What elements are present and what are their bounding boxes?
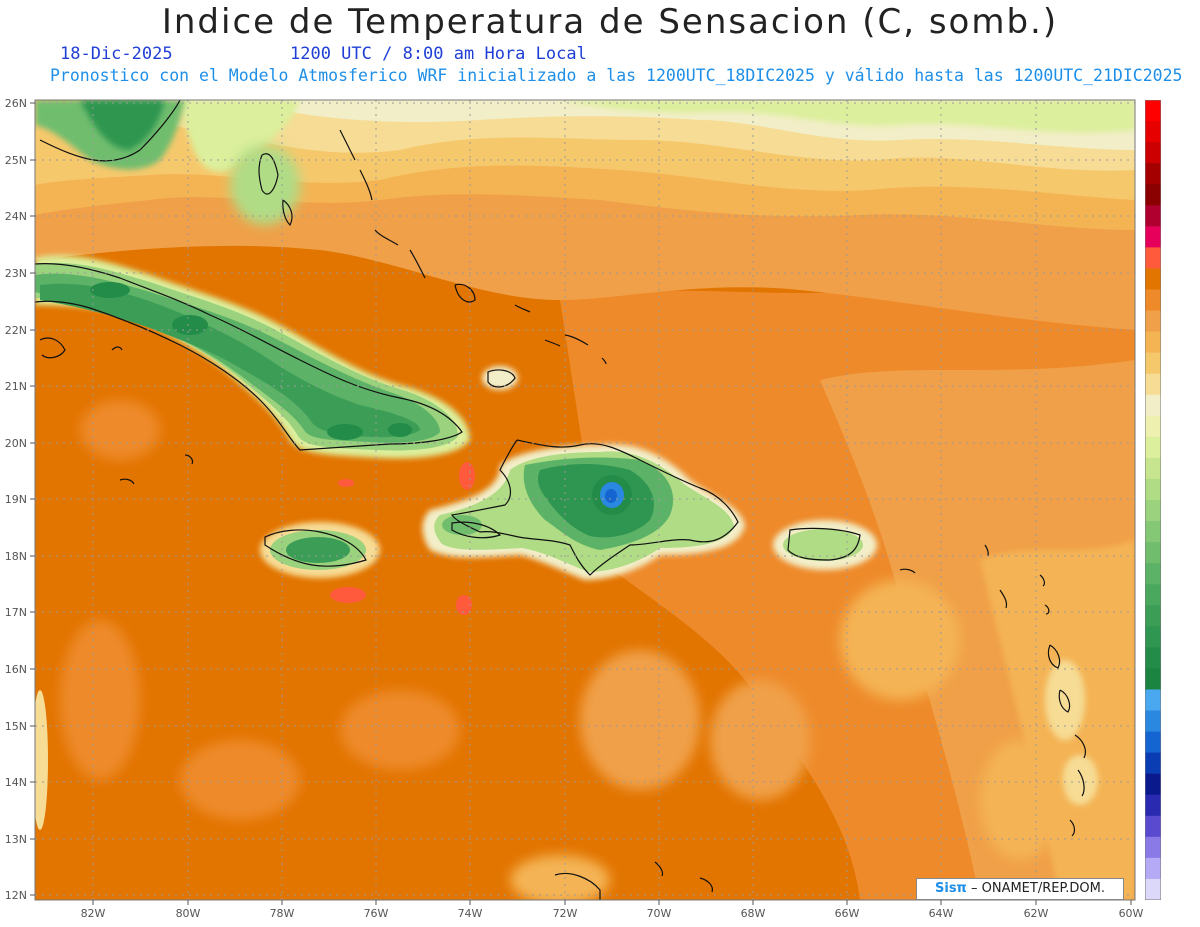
temperature-field <box>35 100 1135 900</box>
colorbar-swatch <box>1145 773 1161 796</box>
colorbar-swatch <box>1145 689 1161 712</box>
colorbar-swatch <box>1145 373 1161 396</box>
colorbar-swatch <box>1145 163 1161 185</box>
lat-label: 12N <box>5 889 27 902</box>
colorbar-swatch <box>1145 247 1161 269</box>
colorbar-swatch <box>1145 857 1161 880</box>
lon-label: 68W <box>741 907 766 920</box>
colorbar-swatch <box>1145 478 1161 501</box>
colorbar-swatch <box>1145 100 1161 122</box>
colorbar-swatch <box>1145 815 1161 838</box>
colorbar-swatch <box>1145 878 1161 900</box>
map-title: Indice de Temperatura de Sensacion (C, s… <box>161 2 1059 42</box>
colorbar-swatch <box>1145 584 1161 606</box>
colorbar-swatch <box>1145 710 1161 733</box>
colorbar-swatch <box>1145 394 1161 417</box>
lon-label: 62W <box>1024 907 1049 920</box>
colorbar-swatch <box>1145 521 1161 543</box>
colorbar-swatch <box>1145 731 1161 754</box>
lat-label: 24N <box>5 210 27 223</box>
model-description: Pronostico con el Modelo Atmosferico WRF… <box>50 66 1183 85</box>
lon-label: 66W <box>835 907 860 920</box>
forecast-time: 1200 UTC / 8:00 am Hora Local <box>290 44 587 64</box>
colorbar-swatch <box>1145 121 1161 143</box>
colorbar-swatch <box>1145 626 1161 648</box>
lat-label: 22N <box>5 324 27 337</box>
colorbar-swatch <box>1145 205 1161 227</box>
colorbar-swatch <box>1145 268 1161 290</box>
lat-label: 18N <box>5 550 27 563</box>
lat-label: 25N <box>5 154 27 167</box>
colorbar-swatch <box>1145 500 1161 522</box>
colorbar-swatch <box>1145 563 1161 585</box>
colorbar-swatch <box>1145 836 1161 859</box>
lat-label: 19N <box>5 493 27 506</box>
colorbar-swatch <box>1145 352 1161 375</box>
lat-label: 21N <box>5 380 27 393</box>
lat-label: 15N <box>5 720 27 733</box>
colorbar-swatch <box>1145 226 1161 248</box>
lon-label: 70W <box>647 907 672 920</box>
colorbar-swatch <box>1145 331 1161 354</box>
lat-label: 23N <box>5 267 27 280</box>
credit-logo-text: Sisπ <box>935 881 967 896</box>
colorbar-swatch <box>1145 310 1161 333</box>
colorbar-swatch <box>1145 752 1161 775</box>
colorbar-swatch <box>1145 605 1161 627</box>
lon-label: 78W <box>270 907 295 920</box>
colorbar-swatch <box>1145 184 1161 206</box>
latitude-labels: 26N 25N 24N 23N 22N 21N 20N 19N 18N 17N 16N 15N 14N 1… <box>5 97 35 902</box>
colorbar-swatch <box>1145 415 1161 438</box>
lat-label: 20N <box>5 437 27 450</box>
colorbar-swatch <box>1145 142 1161 164</box>
longitude-labels: 82W 80W 78W 76W 74W 72W 70W 68W 66W 64W 62W 60W <box>81 900 1144 920</box>
credit-box: Sisπ – ONAMET/REP.DOM. <box>916 878 1124 900</box>
lon-label: 60W <box>1119 907 1144 920</box>
lat-label: 13N <box>5 833 27 846</box>
lon-label: 74W <box>458 907 483 920</box>
lat-label: 17N <box>5 606 27 619</box>
lon-label: 80W <box>176 907 201 920</box>
credit-org: – ONAMET/REP.DOM. <box>966 881 1105 896</box>
colorbar-swatch <box>1145 794 1161 817</box>
colorbar-swatch <box>1145 457 1161 480</box>
lon-label: 76W <box>364 907 389 920</box>
lon-label: 82W <box>81 907 106 920</box>
colorbar-swatch <box>1145 668 1161 690</box>
lon-label: 72W <box>553 907 578 920</box>
colorbar-swatch <box>1145 289 1161 312</box>
plot-frame <box>34 99 1136 901</box>
forecast-date: 18-Dic-2025 <box>60 44 173 64</box>
colorbar-swatch <box>1145 647 1161 669</box>
lat-label: 16N <box>5 663 27 676</box>
colorbar-legend: 363534333231.530.729.72928.52827.52726.5… <box>1145 100 1161 900</box>
grid-lines <box>35 100 1135 900</box>
lat-label: 26N <box>5 97 27 110</box>
lat-label: 14N <box>5 776 27 789</box>
coastlines <box>35 100 1087 900</box>
colorbar-swatch <box>1145 542 1161 564</box>
lon-label: 64W <box>929 907 954 920</box>
colorbar-swatch <box>1145 436 1161 459</box>
